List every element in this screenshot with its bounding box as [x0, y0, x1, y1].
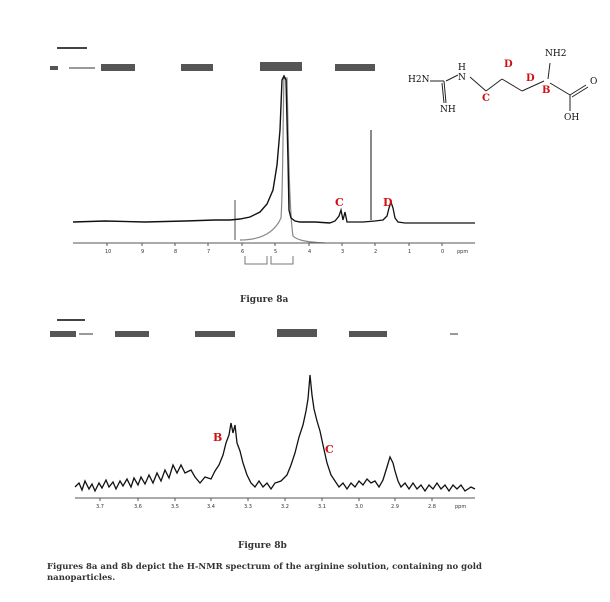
peak-label-b-8b: B — [213, 431, 223, 444]
svg-text:10: 10 — [105, 249, 111, 255]
main-peak — [72, 74, 331, 224]
group-o: O — [590, 77, 598, 87]
svg-text:2: 2 — [374, 249, 377, 255]
figure-description: Figures 8a and 8b depict the H-NMR spect… — [47, 562, 482, 584]
position-c: C — [482, 93, 490, 104]
svg-text:3.6: 3.6 — [134, 504, 142, 510]
figure-8b-caption: Figure 8b — [238, 541, 287, 551]
group-n: N — [458, 73, 466, 83]
svg-text:3.2: 3.2 — [281, 504, 289, 510]
svg-text:3.7: 3.7 — [96, 504, 104, 510]
svg-text:9: 9 — [141, 249, 144, 255]
baseline-right — [329, 199, 475, 224]
header-mark — [57, 47, 87, 49]
svg-text:2.9: 2.9 — [391, 504, 399, 510]
svg-text:3.5: 3.5 — [171, 504, 179, 510]
position-d-2: D — [526, 73, 535, 84]
svg-text:2.8: 2.8 — [428, 504, 436, 510]
axis-ticks-8a — [106, 243, 443, 246]
group-h2n: H2N — [408, 75, 430, 85]
arginine-structure: NH2 H N H2N NH O OH D D C B — [400, 45, 605, 140]
spectrum-8b — [74, 374, 476, 493]
svg-text:8: 8 — [174, 249, 177, 255]
arginine-bonds — [430, 62, 589, 111]
svg-text:ppm: ppm — [457, 249, 468, 255]
svg-text:1: 1 — [408, 249, 411, 255]
tick-labels-8a: 10 9 8 7 6 5 4 3 2 1 0 ppm — [105, 249, 468, 255]
position-d-1: D — [504, 59, 513, 70]
axis-ticks-8b — [99, 498, 433, 501]
svg-text:3.4: 3.4 — [207, 504, 215, 510]
peak-label-d-8a: D — [383, 196, 393, 209]
peak-label-c-8b: C — [325, 443, 334, 456]
group-nh: NH — [440, 105, 456, 115]
figure-8a-caption: Figure 8a — [240, 295, 289, 305]
figure-8b-spectrum: 3.7 3.6 3.5 3.4 3.3 3.2 3.1 3.0 2.9 2.8 … — [50, 319, 476, 510]
header-mark-8b — [57, 319, 85, 321]
figure-8a-spectrum: 10 9 8 7 6 5 4 3 2 1 0 ppm — [50, 47, 475, 265]
svg-text:3.3: 3.3 — [244, 504, 252, 510]
header-blobs — [50, 62, 375, 71]
svg-text:7: 7 — [207, 249, 210, 255]
header-blobs-8b — [50, 329, 458, 337]
svg-text:3: 3 — [341, 249, 344, 255]
svg-text:ppm: ppm — [455, 504, 466, 510]
svg-text:3.1: 3.1 — [318, 504, 326, 510]
position-b: B — [542, 85, 551, 96]
svg-text:5: 5 — [274, 249, 277, 255]
tick-labels-8b: 3.7 3.6 3.5 3.4 3.3 3.2 3.1 3.0 2.9 2.8 … — [96, 504, 466, 510]
figure-8b: 3.7 3.6 3.5 3.4 3.3 3.2 3.1 3.0 2.9 2.8 … — [45, 315, 485, 515]
group-h: H — [458, 63, 466, 73]
group-oh: OH — [564, 113, 580, 123]
svg-text:3.0: 3.0 — [355, 504, 363, 510]
svg-text:0: 0 — [441, 249, 444, 255]
svg-text:6: 6 — [241, 249, 244, 255]
peak-label-c-8a: C — [335, 196, 344, 209]
figure-8a: 10 9 8 7 6 5 4 3 2 1 0 ppm C D — [45, 40, 485, 305]
integral-curve — [239, 77, 326, 244]
svg-text:4: 4 — [308, 249, 311, 255]
integration-brackets — [244, 256, 294, 265]
group-nh2-top: NH2 — [545, 49, 567, 59]
